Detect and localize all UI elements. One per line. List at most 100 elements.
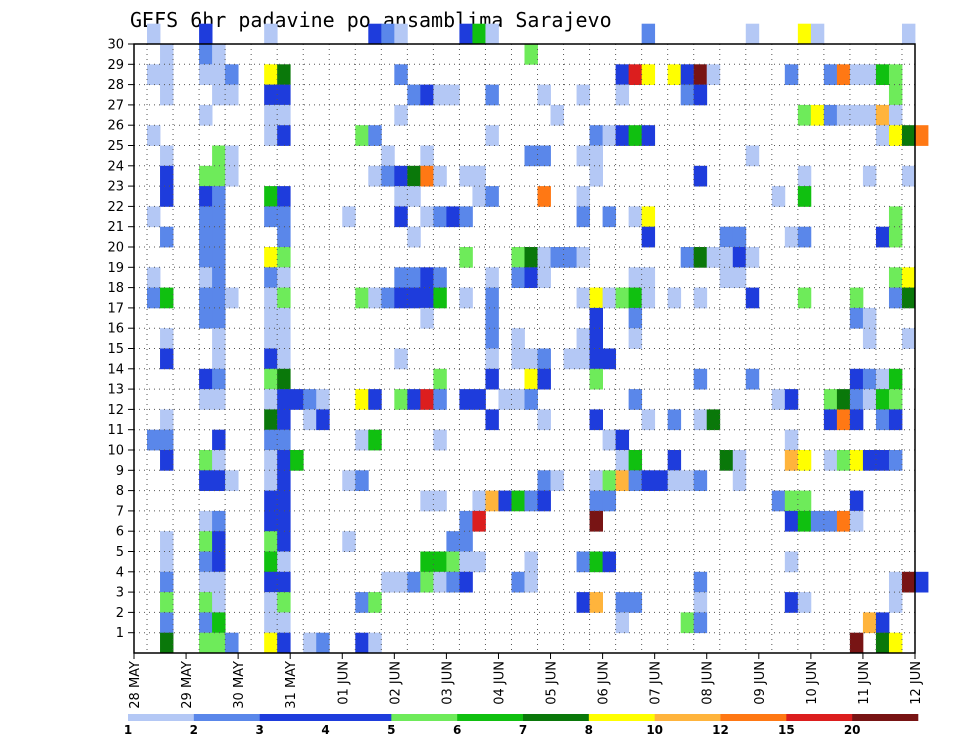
cell-79 [641,125,656,146]
cell-135 [576,206,590,228]
cell-330 [719,450,734,471]
cell-270 [290,389,304,410]
cell-199 [407,287,421,309]
cell-259 [589,368,603,390]
cell-65 [849,104,864,126]
legend-swatch-11 [852,714,919,721]
cell-459 [277,632,291,654]
cell-188 [147,287,161,309]
cell-251 [199,368,213,390]
cell-265 [888,368,903,390]
cell-257 [524,368,538,390]
cell-350 [602,470,617,491]
legend-label-2: 3 [255,723,263,737]
cell-8 [485,23,499,45]
cell-66 [862,104,877,126]
y-tick-label-16: 16 [107,322,124,337]
cell-379 [459,510,473,532]
cell-230 [277,328,291,349]
cell-430 [199,592,213,613]
cell-254 [277,368,291,390]
cell-351 [615,470,630,491]
cell-172 [264,267,278,288]
cell-424 [524,571,538,593]
y-tick-label-27: 27 [107,98,124,113]
cell-427 [901,571,916,593]
x-tick-label-3: 31 MAY [284,661,299,709]
cell-243 [485,348,499,370]
cell-106 [589,165,603,187]
y-tick-label-19: 19 [107,261,124,276]
cell-464 [849,632,864,654]
cell-373 [797,490,812,512]
cell-139 [888,206,903,228]
cell-324 [264,450,278,471]
cell-319 [615,429,630,451]
cell-304 [706,409,721,431]
cell-221 [420,307,434,329]
cell-372 [784,490,799,512]
cell-99 [381,165,395,187]
cell-400 [277,551,291,573]
cell-155 [277,247,291,268]
cell-236 [862,328,877,349]
cell-378 [277,510,291,532]
cell-449 [615,612,630,634]
y-tick-label-28: 28 [107,78,124,93]
cell-280 [472,389,486,410]
cell-266 [199,389,213,410]
cell-409 [602,551,617,573]
cell-360 [277,490,291,512]
cell-315 [355,429,369,451]
cell-210 [667,287,682,309]
legend-swatch-6 [523,714,590,721]
cell-328 [628,450,643,471]
cell-121 [576,186,590,207]
cell-140 [160,226,174,248]
cell-0 [147,23,161,45]
x-tick-label-10: 07 JUN [649,661,664,705]
legend-label-7: 8 [585,723,593,737]
cell-43 [264,84,278,106]
cell-307 [849,409,864,431]
cell-173 [277,267,291,288]
cell-256 [485,368,499,390]
cell-58 [277,104,291,126]
y-tick-label-13: 13 [107,383,124,398]
cell-54 [693,84,708,106]
cell-141 [199,226,213,248]
cell-392 [277,531,291,552]
cell-197 [381,287,395,309]
cell-420 [433,571,447,593]
x-tick-label-11: 08 JUN [701,661,716,705]
cell-237 [901,328,916,349]
cell-60 [550,104,564,126]
cell-104 [459,165,473,187]
cell-25 [394,64,408,85]
legend-swatch-7 [588,714,655,721]
cell-286 [784,389,799,410]
cell-233 [576,328,590,349]
y-tick-label-14: 14 [107,362,124,377]
cell-191 [212,287,226,309]
cell-50 [537,84,551,106]
cell-338 [875,450,890,471]
cell-450 [680,612,695,634]
x-axis: 28 MAY 29 MAY 30 MAY 31 MAY 01 JUN 02 JUN 03 J… [128,653,924,709]
cell-22 [225,64,239,85]
cell-325 [277,450,291,471]
cell-138 [641,206,656,228]
cell-122 [771,186,786,207]
cell-388 [160,531,174,552]
cell-242 [394,348,408,370]
cell-114 [264,186,278,207]
cell-283 [524,389,538,410]
cell-14 [160,44,174,65]
cell-423 [511,571,525,593]
heatmap-cells [147,23,929,654]
cell-144 [407,226,421,248]
cell-453 [875,612,890,634]
cell-368 [537,490,551,512]
cell-10 [745,23,760,45]
cell-78 [628,125,643,146]
